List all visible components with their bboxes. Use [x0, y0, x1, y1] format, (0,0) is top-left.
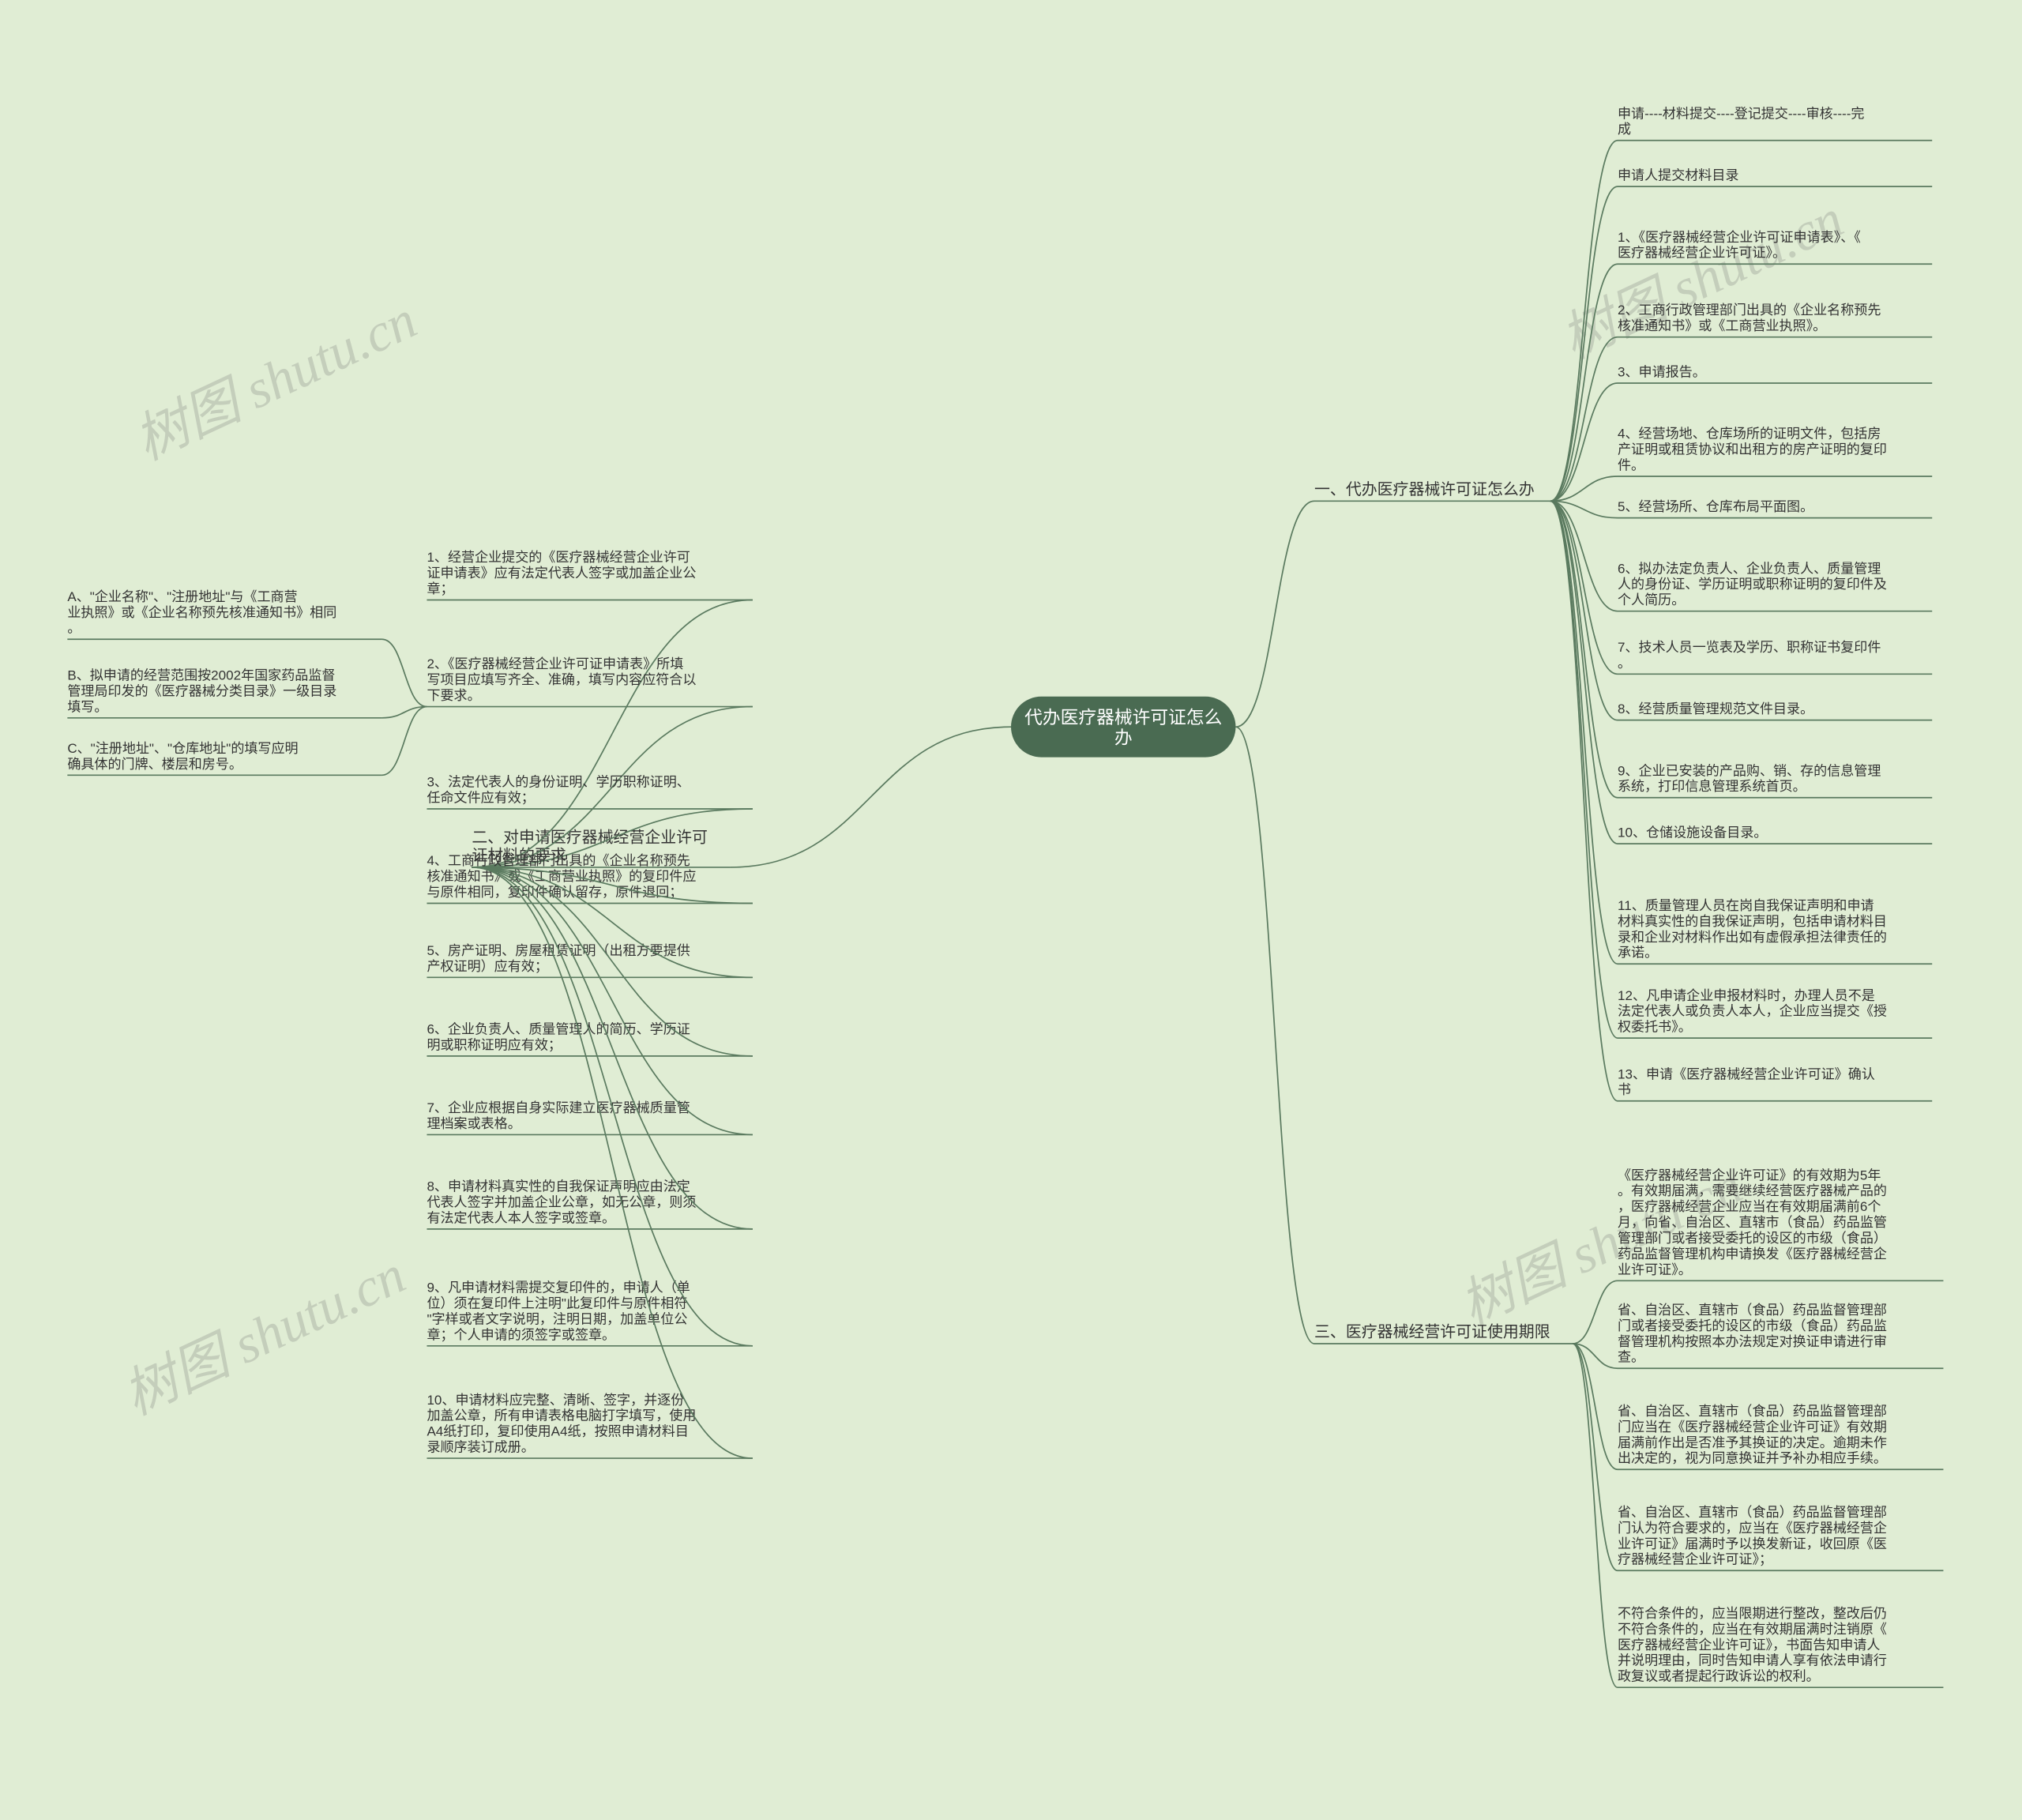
svg-text:2、《医疗器械经营企业许可证申请表》所填写项目应填写齐全、准: 2、《医疗器械经营企业许可证申请表》所填写项目应填写齐全、准确，填写内容应符合以… [427, 656, 696, 703]
svg-text:树图 shutu.cn: 树图 shutu.cn [115, 1244, 414, 1427]
svg-text:省、自治区、直辖市（食品）药品监督管理部门认为符合要求的，应: 省、自治区、直辖市（食品）药品监督管理部门认为符合要求的，应当在《医疗器械经营企… [1618, 1505, 1887, 1567]
svg-text:7、技术人员一览表及学历、职称证书复印件。: 7、技术人员一览表及学历、职称证书复印件。 [1618, 640, 1881, 671]
svg-text:树图 shutu.cn: 树图 shutu.cn [1552, 188, 1851, 370]
svg-text:9、企业已安装的产品购、销、存的信息管理系统，打印信息管理系: 9、企业已安装的产品购、销、存的信息管理系统，打印信息管理系统首页。 [1618, 763, 1881, 794]
svg-text:省、自治区、直辖市（食品）药品监督管理部门应当在《医疗器械经: 省、自治区、直辖市（食品）药品监督管理部门应当在《医疗器械经营企业许可证》有效期… [1618, 1404, 1887, 1466]
mindmap-canvas: 树图 shutu.cn树图 shutu.cn树图 shutu.cn树图 shut… [0, 0, 2022, 1820]
svg-text:不符合条件的，应当限期进行整改，整改后仍不符合条件的，应当在: 不符合条件的，应当限期进行整改，整改后仍不符合条件的，应当在有效期届满时注销原《… [1618, 1606, 1887, 1684]
svg-text:2、工商行政管理部门出具的《企业名称预先核准通知书》或《工商: 2、工商行政管理部门出具的《企业名称预先核准通知书》或《工商营业执照》。 [1618, 303, 1881, 333]
svg-text:三、医疗器械经营许可证使用期限: 三、医疗器械经营许可证使用期限 [1314, 1322, 1550, 1341]
svg-text:A、"企业名称"、"注册地址"与《工商营业执照》或《企业名称: A、"企业名称"、"注册地址"与《工商营业执照》或《企业名称预先核准通知书》相同… [67, 589, 336, 636]
svg-text:12、凡申请企业申报材料时，办理人员不是法定代表人或负责人本: 12、凡申请企业申报材料时，办理人员不是法定代表人或负责人本人，企业应当提交《授… [1618, 988, 1887, 1035]
svg-text:7、企业应根据自身实际建立医疗器械质量管理档案或表格。: 7、企业应根据自身实际建立医疗器械质量管理档案或表格。 [427, 1100, 690, 1131]
svg-text:10、仓储设施设备目录。: 10、仓储设施设备目录。 [1618, 825, 1767, 840]
svg-text:省、自治区、直辖市（食品）药品监督管理部门或者接受委托的设区: 省、自治区、直辖市（食品）药品监督管理部门或者接受委托的设区的市级（食品）药品监… [1618, 1303, 1887, 1365]
svg-text:《医疗器械经营企业许可证》的有效期为5年。有效期届满，需要继: 《医疗器械经营企业许可证》的有效期为5年。有效期届满，需要继续经营医疗器械产品的… [1618, 1168, 1887, 1277]
svg-text:13、申请《医疗器械经营企业许可证》确认书: 13、申请《医疗器械经营企业许可证》确认书 [1618, 1066, 1875, 1097]
svg-text:8、经营质量管理规范文件目录。: 8、经营质量管理规范文件目录。 [1618, 701, 1813, 716]
watermark: 树图 shutu.cn [126, 289, 425, 472]
svg-text:4、工商行政管理部门出具的《企业名称预先核准通知书》或《工商: 4、工商行政管理部门出具的《企业名称预先核准通知书》或《工商营业执照》的复印件应… [427, 853, 696, 900]
watermark: 树图 shutu.cn [1552, 188, 1851, 370]
svg-text:一、代办医疗器械许可证怎么办: 一、代办医疗器械许可证怎么办 [1314, 480, 1535, 498]
svg-text:3、申请报告。: 3、申请报告。 [1618, 364, 1706, 379]
svg-text:5、经营场所、仓库布局平面图。: 5、经营场所、仓库布局平面图。 [1618, 499, 1813, 514]
svg-text:申请人提交材料目录: 申请人提交材料目录 [1618, 168, 1738, 183]
svg-text:4、经营场地、仓库场所的证明文件，包括房产证明或租赁协议和出: 4、经营场地、仓库场所的证明文件，包括房产证明或租赁协议和出租方的房产证明的复印… [1618, 427, 1887, 473]
svg-text:B、拟申请的经营范围按2002年国家药品监督管理局印发的《医: B、拟申请的经营范围按2002年国家药品监督管理局印发的《医疗器械分类目录》一级… [67, 667, 336, 714]
svg-text:树图 shutu.cn: 树图 shutu.cn [126, 289, 425, 472]
svg-text:11、质量管理人员在岗自我保证声明和申请材料真实性的自我保证: 11、质量管理人员在岗自我保证声明和申请材料真实性的自我保证声明，包括申请材料目… [1618, 898, 1887, 961]
svg-text:1、经营企业提交的《医疗器械经营企业许可证申请表》应有法定代: 1、经营企业提交的《医疗器械经营企业许可证申请表》应有法定代表人签字或加盖企业公… [427, 550, 696, 596]
svg-text:6、企业负责人、质量管理人的简历、学历证明或职称证明应有效；: 6、企业负责人、质量管理人的简历、学历证明或职称证明应有效； [427, 1021, 690, 1052]
svg-text:6、拟办法定负责人、企业负责人、质量管理人的身份证、学历证明: 6、拟办法定负责人、企业负责人、质量管理人的身份证、学历证明或职称证明的复印件及… [1618, 561, 1887, 607]
svg-text:8、申请材料真实性的自我保证声明应由法定代表人签字并加盖企业: 8、申请材料真实性的自我保证声明应由法定代表人签字并加盖企业公章，如无公章，则须… [427, 1179, 696, 1226]
svg-text:C、"注册地址"、"仓库地址"的填写应明确具体的门牌、楼层和: C、"注册地址"、"仓库地址"的填写应明确具体的门牌、楼层和房号。 [67, 741, 298, 772]
svg-text:3、法定代表人的身份证明、学历职称证明、任命文件应有效；: 3、法定代表人的身份证明、学历职称证明、任命文件应有效； [427, 775, 690, 806]
watermark: 树图 shutu.cn [115, 1244, 414, 1427]
svg-text:申请----材料提交----登记提交----审核----完成: 申请----材料提交----登记提交----审核----完成 [1618, 106, 1864, 137]
svg-text:10、申请材料应完整、清晰、签字，并逐份加盖公章，所有申请表: 10、申请材料应完整、清晰、签字，并逐份加盖公章，所有申请表格电脑打字填写，使用… [427, 1393, 696, 1455]
